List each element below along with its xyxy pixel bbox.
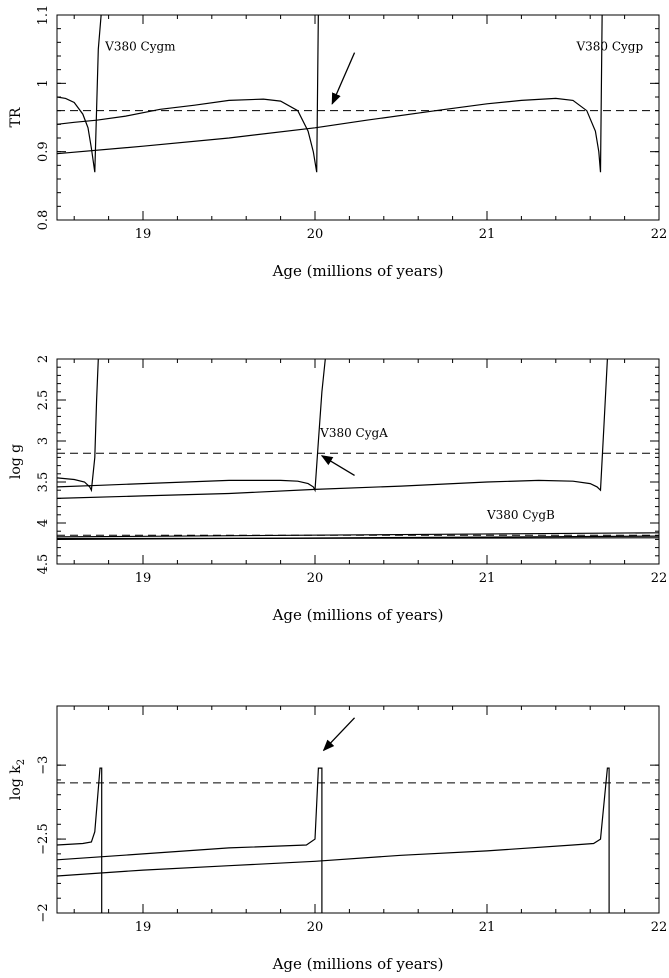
y-tick-label: 2.5 <box>36 390 51 411</box>
y-axis-label-subscript: 2 <box>16 759 27 765</box>
x-tick-label: 21 <box>479 227 496 242</box>
panel-tr: 19 20 21 22 0.8 0.9 1 1.1 Age (millions of years… <box>8 5 667 280</box>
series-line <box>57 767 103 913</box>
x-ticks: 19 20 21 22 <box>73 706 668 935</box>
series-line <box>57 532 659 538</box>
y-tick-label: 3.5 <box>36 472 51 493</box>
plot-frame <box>56 358 660 565</box>
x-axis-label: Age (millions of years) <box>272 606 444 624</box>
series-line <box>57 767 610 913</box>
x-tick-label: 19 <box>135 227 152 242</box>
x-ticks: 19 20 21 22 <box>73 15 668 242</box>
y-ticks: −3 −2.5 −2 <box>36 756 659 923</box>
series-annotation: V380 CygA <box>319 426 388 440</box>
x-tick-label: 20 <box>307 920 324 935</box>
y-tick-label: 2 <box>36 355 51 363</box>
series-annotation: V380 Cygp <box>575 40 643 54</box>
series-group <box>57 359 659 541</box>
y-tick-label: −2.5 <box>36 823 51 855</box>
x-tick-label: 21 <box>479 571 496 586</box>
plot-frame <box>56 14 660 221</box>
y-tick-label: 1.1 <box>36 5 51 26</box>
y-axis-label: log g <box>8 444 24 479</box>
pointer-arrow <box>331 52 356 105</box>
x-tick-label: 20 <box>307 227 324 242</box>
y-tick-label: 4 <box>36 519 51 527</box>
plot-frame <box>56 705 660 914</box>
y-tick-label: 1 <box>36 79 51 87</box>
y-tick-label: 4.5 <box>36 554 51 575</box>
y-tick-label: 3 <box>36 437 51 445</box>
series-line <box>57 359 326 493</box>
y-ticks: 2 2.5 3 3.5 4 4.5 <box>36 355 659 574</box>
y-ticks: 0.8 0.9 1 1.1 <box>36 5 659 231</box>
series-line <box>57 359 608 499</box>
x-axis-label: Age (millions of years) <box>272 955 444 973</box>
series-annotation: V380 Cygm <box>104 40 176 54</box>
series-annotation: V380 CygB <box>486 508 555 522</box>
x-ticks: 19 20 21 22 <box>73 359 668 586</box>
x-tick-label: 19 <box>135 571 152 586</box>
pointer-arrow <box>322 717 356 752</box>
x-tick-label: 22 <box>651 920 668 935</box>
pointer-arrow <box>320 455 355 476</box>
x-tick-label: 22 <box>651 571 668 586</box>
series-group <box>57 15 603 173</box>
series-line <box>57 15 603 173</box>
panel-logk2: 19 20 21 22 −3 −2.5 −2 Age (millions of years) l… <box>8 705 668 973</box>
y-tick-label: 0.9 <box>36 141 51 162</box>
x-tick-label: 19 <box>135 920 152 935</box>
y-axis-label-main: log k <box>8 765 24 800</box>
x-tick-label: 22 <box>651 227 668 242</box>
x-tick-label: 20 <box>307 571 324 586</box>
series-group <box>57 767 610 913</box>
y-tick-label: −3 <box>36 756 51 775</box>
y-tick-label: 0.8 <box>36 210 51 231</box>
y-axis-label: log k2 <box>8 759 27 800</box>
series-line <box>57 15 102 173</box>
series-line <box>57 15 319 173</box>
y-axis-label: TR <box>8 107 24 127</box>
series-line <box>57 359 99 493</box>
x-axis-label: Age (millions of years) <box>272 262 444 280</box>
x-tick-label: 21 <box>479 920 496 935</box>
series-line <box>57 537 659 540</box>
y-tick-label: −2 <box>36 903 51 922</box>
series-line <box>57 767 323 913</box>
